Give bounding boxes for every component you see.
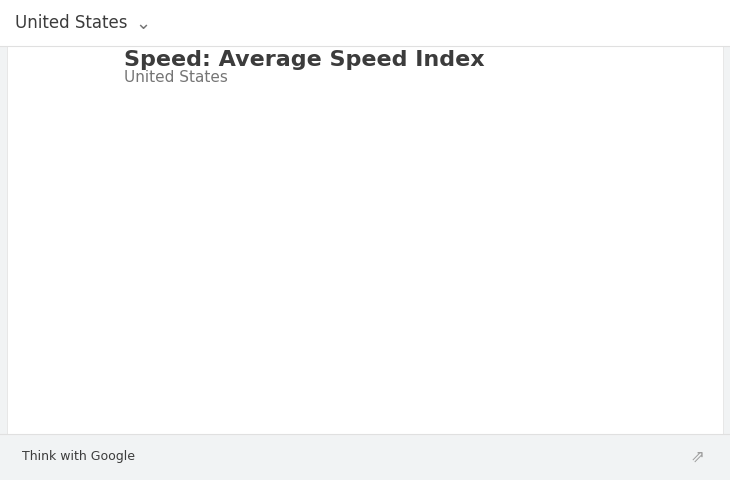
Bar [208,381,558,399]
Text: ⇗: ⇗ [690,448,704,466]
Bar [208,170,553,188]
Text: United States: United States [124,70,228,84]
Text: 5.4 sec: 5.4 sec [528,215,572,228]
Text: best practice: best practice [407,420,476,430]
Bar [208,86,576,104]
Text: Speed: Average Speed Index: Speed: Average Speed Index [124,50,485,71]
Bar [208,254,529,272]
Text: 6.7 sec: 6.7 sec [604,341,648,354]
Text: 5.5 sec: 5.5 sec [534,257,579,270]
Text: Think with Google: Think with Google [22,450,135,464]
Text: 5.9 sec: 5.9 sec [557,173,602,186]
Text: 6.6 sec: 6.6 sec [598,131,642,144]
Text: ⌄: ⌄ [135,15,150,33]
Text: 6 sec: 6 sec [563,384,596,396]
Bar [208,128,593,146]
Bar [208,297,576,314]
Bar [208,213,523,230]
Text: United States: United States [15,14,127,32]
Text: 6.3 sec: 6.3 sec [580,88,625,101]
Text: 6.3 sec: 6.3 sec [580,299,625,312]
Bar [208,339,599,357]
